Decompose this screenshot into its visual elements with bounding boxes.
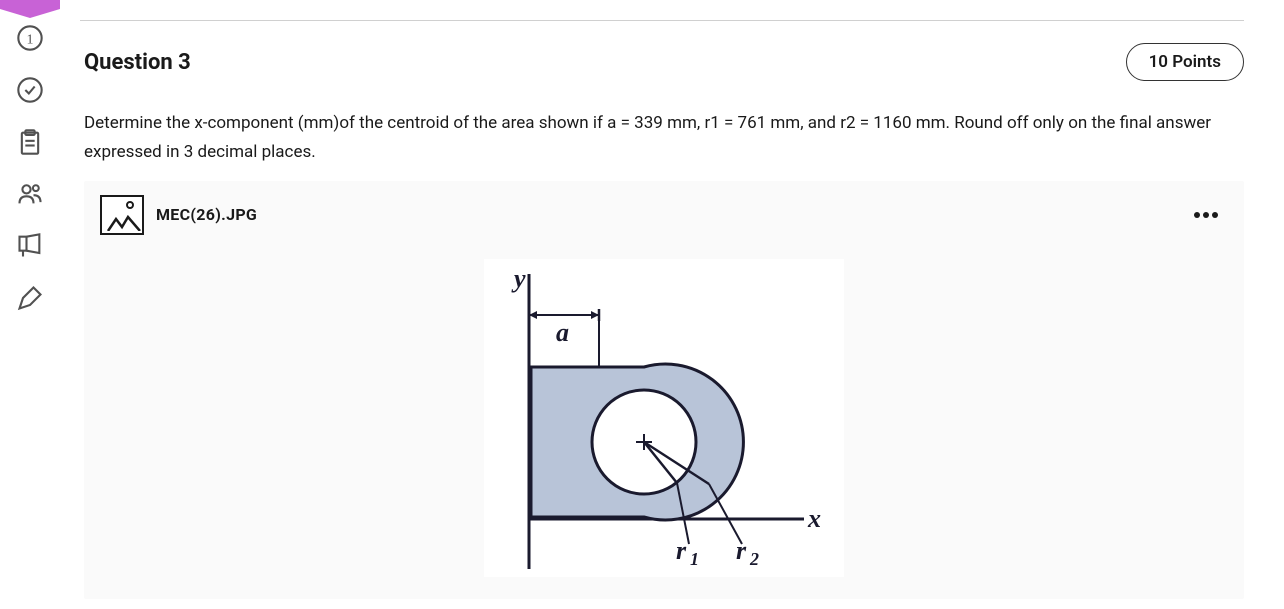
attachment-filename: MEC(26).JPG xyxy=(156,205,257,224)
y-axis-label: y xyxy=(511,264,526,293)
image-file-icon xyxy=(100,195,144,235)
diagram-container: y x a xyxy=(100,235,1228,585)
purple-tab-indicator xyxy=(0,0,60,18)
question-text: Determine the x-component (mm)of the cen… xyxy=(84,109,1244,167)
svg-text:1: 1 xyxy=(27,32,34,47)
svg-text:1: 1 xyxy=(690,549,699,569)
question-header: Question 3 10 Points xyxy=(84,43,1244,81)
speaker-icon[interactable] xyxy=(16,232,44,260)
sidebar: 1 xyxy=(0,0,60,609)
content-area: Question 3 10 Points Determine the x-com… xyxy=(60,0,1284,609)
r1-label: r xyxy=(676,536,687,565)
clipboard-icon[interactable] xyxy=(16,128,44,156)
question-title: Question 3 xyxy=(84,50,191,75)
svg-text:2: 2 xyxy=(749,549,759,569)
checkmark-circle-icon[interactable] xyxy=(16,76,44,104)
points-badge: 10 Points xyxy=(1126,43,1244,81)
a-dimension-label: a xyxy=(556,318,569,347)
r2-label: r xyxy=(736,536,747,565)
attachment-section: MEC(26).JPG y x xyxy=(84,181,1244,599)
pen-icon[interactable] xyxy=(16,284,44,312)
number-1-icon[interactable]: 1 xyxy=(16,24,44,52)
top-divider xyxy=(80,20,1244,21)
attachment-header: MEC(26).JPG xyxy=(100,195,1228,235)
attachment-info[interactable]: MEC(26).JPG xyxy=(100,195,257,235)
more-options-icon[interactable] xyxy=(1194,212,1228,218)
users-icon[interactable] xyxy=(16,180,44,208)
x-axis-label: x xyxy=(807,504,821,533)
mechanics-diagram: y x a xyxy=(484,259,844,577)
